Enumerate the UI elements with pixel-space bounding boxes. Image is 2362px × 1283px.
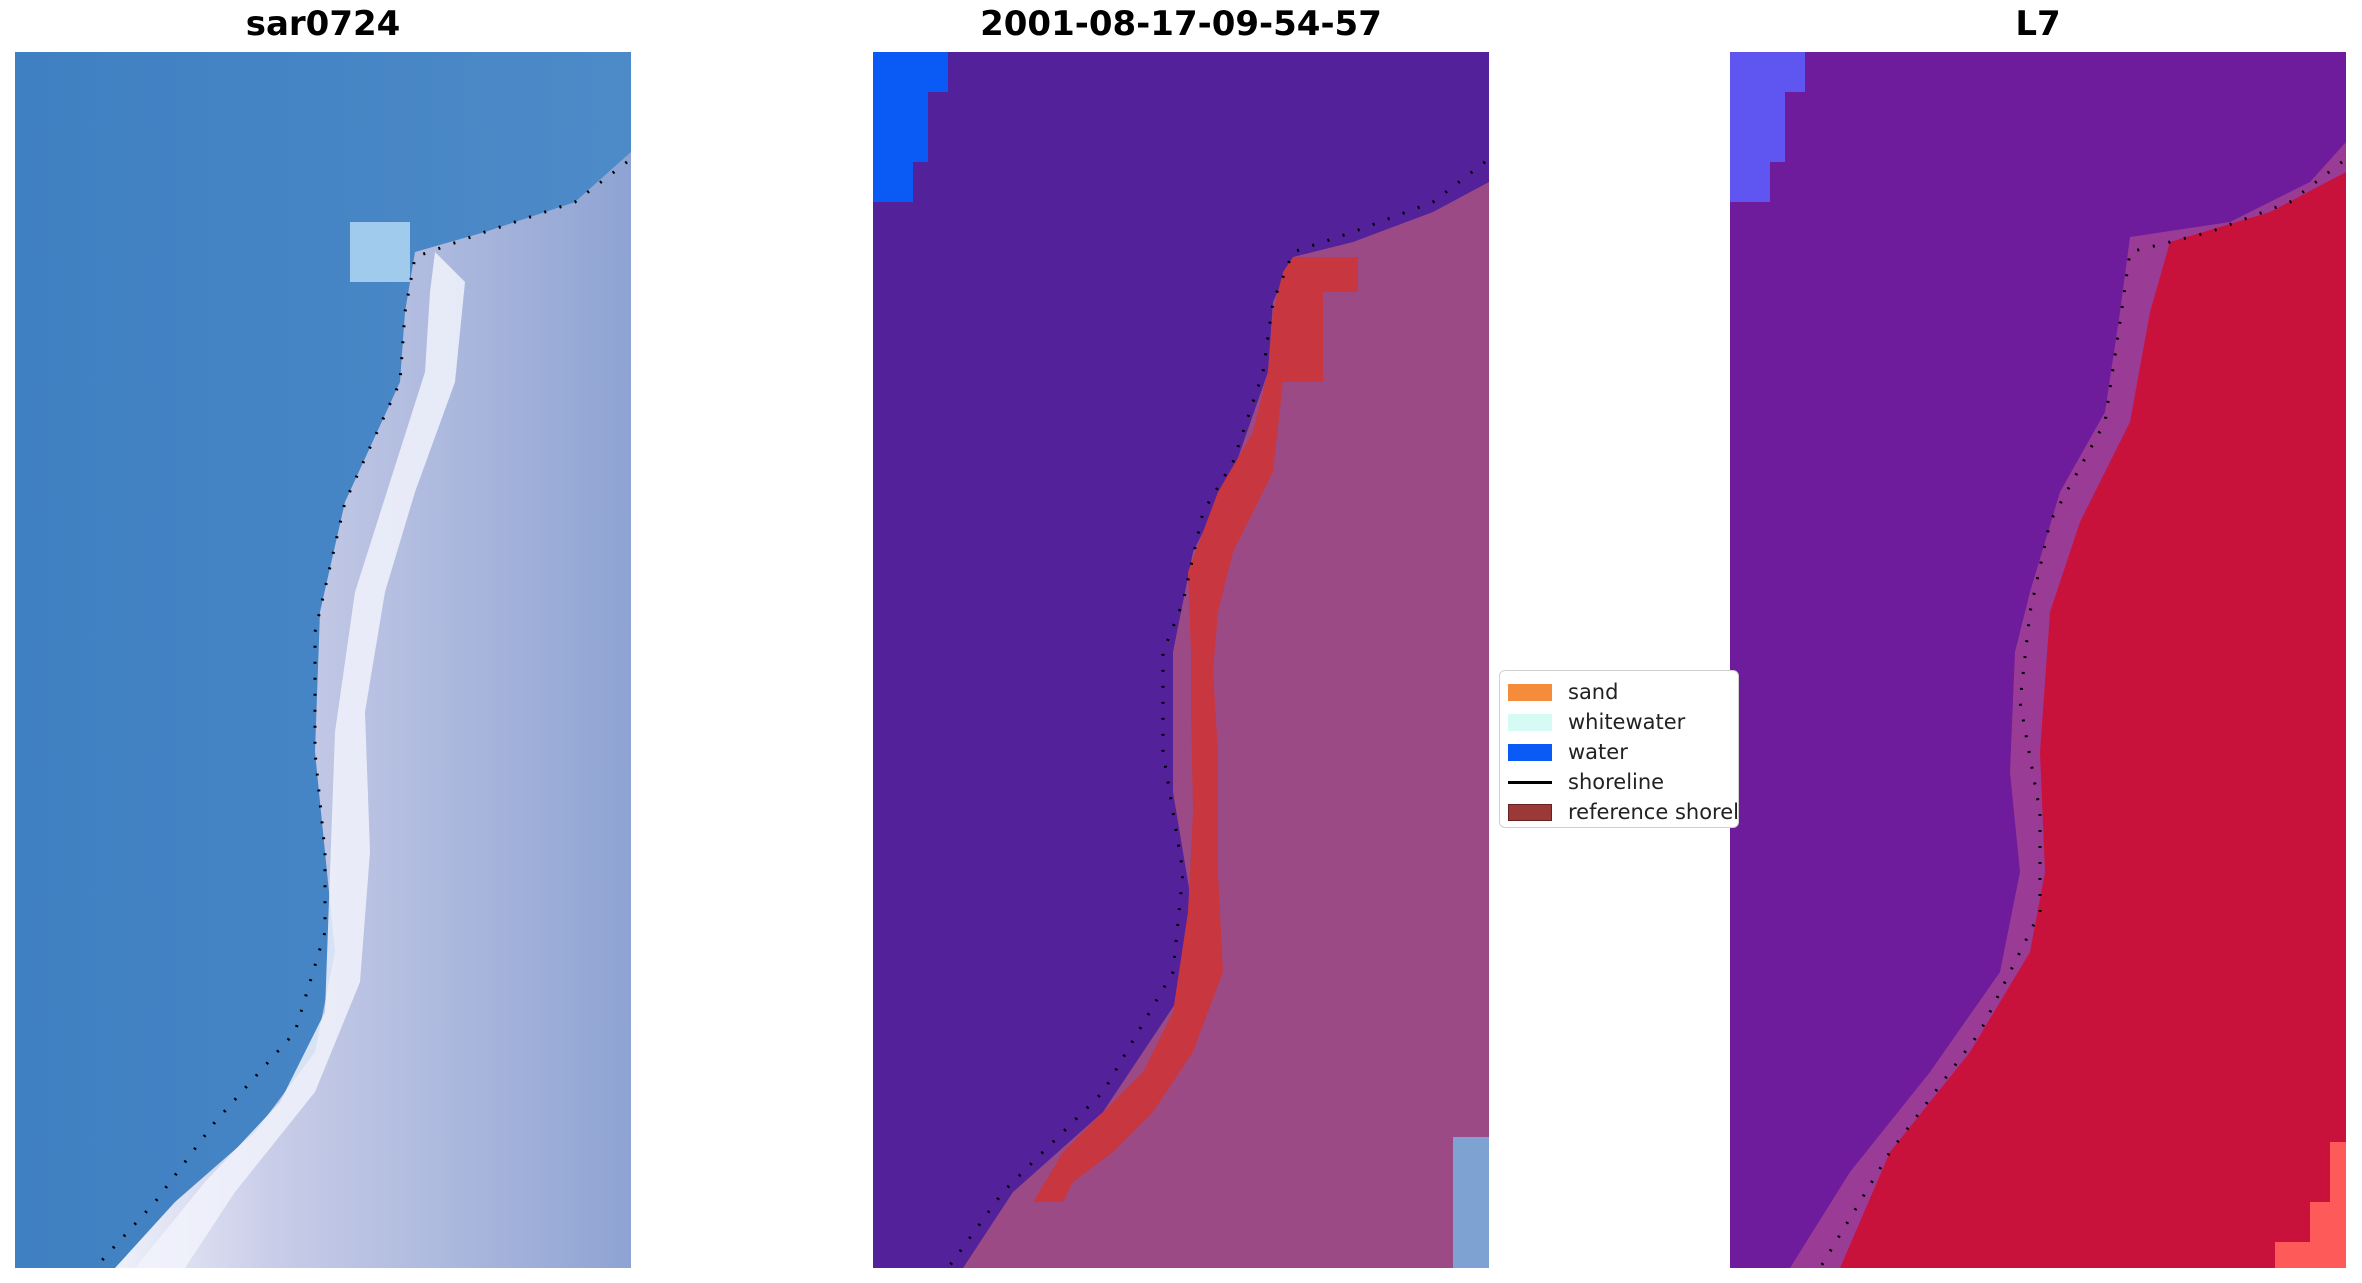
panel-title-date: 2001-08-17-09-54-57 — [980, 4, 1382, 44]
bright-beach-strip — [135, 252, 465, 1268]
rgb-image-panel — [15, 52, 631, 1268]
water-pixels-topleft — [873, 52, 948, 202]
rgb-image — [15, 52, 631, 1268]
classification-panel — [873, 52, 1489, 1268]
classification-image — [873, 52, 1489, 1268]
shoreline-dotted — [1818, 160, 2343, 1268]
l7-panel — [1730, 52, 2346, 1268]
l7-red-pixels-corner — [2275, 1142, 2346, 1268]
panel-title-l7: L7 — [2015, 4, 2061, 44]
l7-image — [1730, 52, 2346, 1268]
legend-swatch-water — [1508, 743, 1552, 761]
l7-land-area — [1840, 172, 2346, 1268]
legend: sand whitewater water shoreline referenc… — [1499, 670, 1739, 828]
reference-shoreline-band — [1033, 257, 1358, 1202]
l7-water-pixels-topleft — [1730, 52, 1805, 202]
legend-label: whitewater — [1568, 710, 1686, 734]
water-pixels-bottomright — [1453, 1137, 1489, 1268]
legend-label: sand — [1568, 680, 1619, 704]
legend-item-reference-shoreline: reference shoreline — [1508, 797, 1738, 827]
legend-swatch-whitewater — [1508, 713, 1552, 731]
legend-item-water: water — [1508, 737, 1738, 767]
legend-swatch-reference-shoreline — [1508, 803, 1552, 821]
legend-item-whitewater: whitewater — [1508, 707, 1738, 737]
land-area — [115, 152, 631, 1268]
panel-title-sar0724: sar0724 — [245, 4, 401, 44]
legend-label: shoreline — [1568, 770, 1665, 794]
legend-swatch-shoreline — [1508, 780, 1552, 784]
legend-item-shoreline: shoreline — [1508, 767, 1738, 797]
legend-item-sand: sand — [1508, 677, 1738, 707]
whitewater-patch — [350, 222, 410, 282]
land-class-area — [963, 182, 1489, 1268]
legend-label: reference shoreline — [1568, 800, 1739, 824]
legend-label: water — [1568, 740, 1628, 764]
legend-swatch-sand — [1508, 683, 1552, 701]
